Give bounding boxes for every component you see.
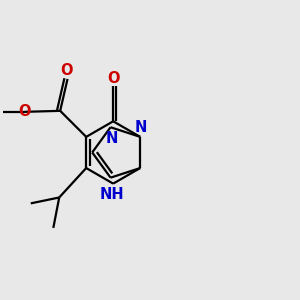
Text: NH: NH (100, 187, 124, 202)
Text: O: O (18, 104, 31, 119)
Text: O: O (107, 70, 119, 86)
Text: N: N (105, 130, 118, 146)
Text: O: O (60, 63, 73, 78)
Text: N: N (135, 120, 147, 135)
